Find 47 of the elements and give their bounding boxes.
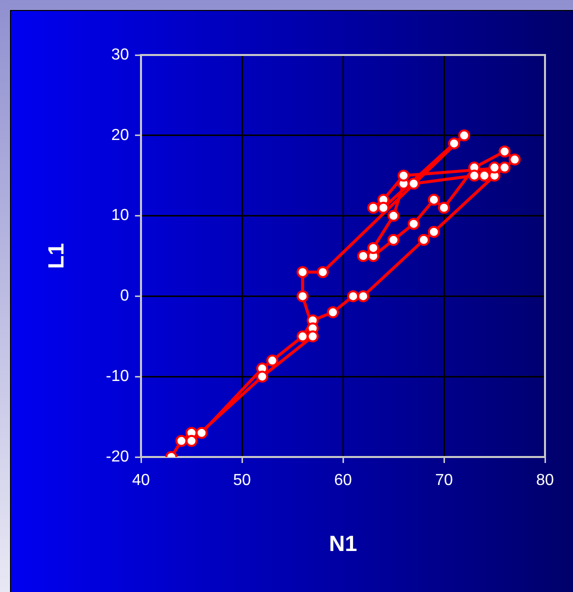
point: [418, 234, 430, 246]
y-tick-label: -20: [106, 448, 130, 466]
point: [468, 170, 480, 182]
point: [296, 290, 309, 302]
point: [438, 202, 450, 214]
y-tick-label: 0: [120, 288, 130, 305]
point: [498, 145, 511, 158]
y-axis-title: L1: [43, 243, 68, 269]
point: [326, 306, 339, 318]
point: [488, 162, 500, 174]
x-tick-label: 60: [334, 472, 352, 490]
point: [388, 234, 400, 246]
point: [186, 434, 198, 447]
point: [478, 170, 490, 182]
point: [367, 242, 380, 254]
point: [196, 426, 208, 439]
point: [316, 266, 329, 278]
point: [357, 250, 370, 262]
point: [266, 354, 278, 367]
point: [256, 370, 268, 383]
point: [508, 154, 521, 166]
point: [296, 266, 309, 278]
y-tick-label: -10: [106, 368, 130, 386]
y-tick-label: 20: [111, 126, 130, 144]
x-tick-label: 40: [132, 472, 150, 490]
x-tick-label: 70: [435, 472, 453, 490]
y-tick-label: 10: [111, 207, 130, 224]
point: [458, 129, 470, 142]
point: [367, 202, 380, 214]
point: [357, 290, 370, 302]
point: [398, 170, 410, 182]
point: [408, 218, 420, 230]
point: [347, 290, 360, 302]
point: [408, 178, 420, 190]
y-tick-label: 30: [111, 46, 130, 64]
point: [377, 202, 390, 214]
point: [448, 137, 460, 150]
point: [428, 226, 440, 238]
point: [296, 330, 309, 342]
x-tick-label: 50: [233, 472, 251, 490]
point: [306, 330, 319, 342]
x-tick-label: 80: [536, 472, 554, 490]
point: [388, 210, 400, 222]
point: [498, 162, 511, 174]
point: [175, 434, 188, 447]
point: [428, 194, 440, 206]
x-axis-title: N1: [328, 530, 358, 556]
